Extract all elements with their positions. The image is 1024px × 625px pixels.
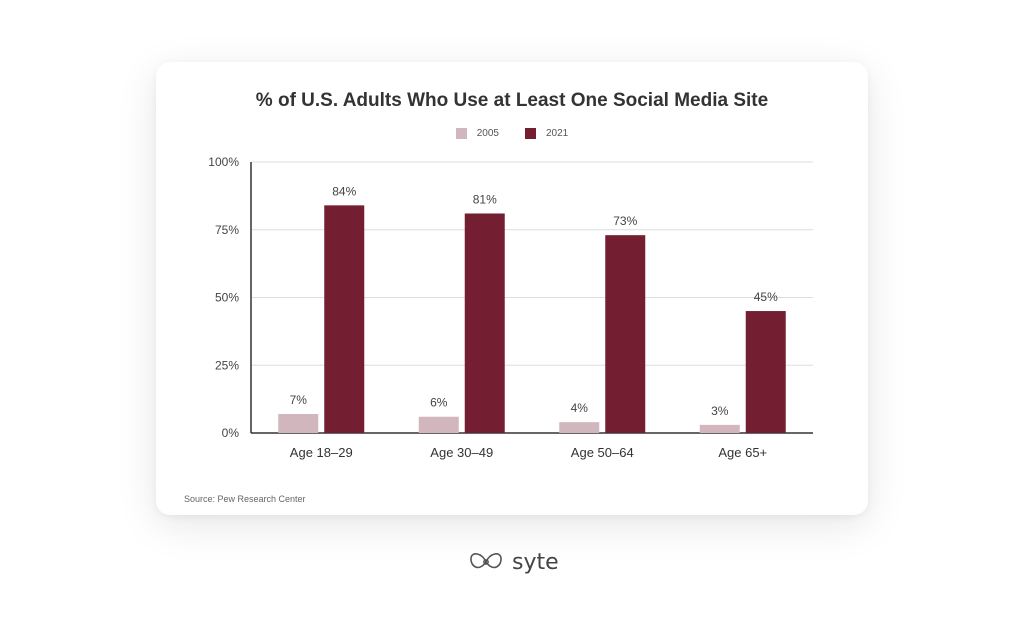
bar-2005-3 <box>699 424 740 433</box>
bar-2021-3 <box>745 311 786 433</box>
chart-legend: 2005 2021 <box>156 128 868 139</box>
y-tick-label: 75% <box>215 223 239 237</box>
legend-label-2005: 2005 <box>476 128 499 139</box>
chart-card: % of U.S. Adults Who Use at Least One So… <box>156 62 868 515</box>
chart-title: % of U.S. Adults Who Use at Least One So… <box>255 90 769 111</box>
data-label-2021-0: 84% <box>332 184 356 198</box>
bar-2021-1 <box>464 213 505 433</box>
legend-swatch-2005 <box>455 128 467 139</box>
x-tick-label: Age 18–29 <box>290 445 353 460</box>
y-tick-label: 50% <box>215 291 239 305</box>
y-tick-label: 0% <box>222 426 240 440</box>
syte-logo-text: syte <box>512 549 559 575</box>
legend-swatch-2021 <box>525 128 536 139</box>
x-tick-label: Age 30–49 <box>430 445 493 460</box>
legend-label-2021: 2021 <box>546 128 569 139</box>
data-label-2021-3: 45% <box>754 290 778 304</box>
data-label-2021-1: 81% <box>473 192 497 206</box>
legend-item-2005: 2005 <box>455 128 499 139</box>
bar-2005-1 <box>418 416 459 433</box>
bar-2021-0 <box>324 205 365 433</box>
data-label-2005-2: 4% <box>571 401 589 415</box>
y-tick-label: 25% <box>215 358 239 372</box>
bar-2021-2 <box>605 235 646 433</box>
legend-item-2021: 2021 <box>525 128 568 139</box>
y-tick-label: 100% <box>208 155 239 169</box>
x-tick-label: Age 65+ <box>718 445 767 460</box>
syte-logo: syte <box>468 546 559 578</box>
syte-logo-icon <box>470 553 502 569</box>
bar-chart-plot: 0% 25% 50% 75% 100% 7% 84% Age 18–29 6% 81% Age 30… <box>208 155 813 460</box>
data-label-2005-1: 6% <box>430 396 448 410</box>
bar-2005-2 <box>559 422 600 433</box>
data-label-2005-0: 7% <box>290 393 308 407</box>
x-tick-label: Age 50–64 <box>571 445 634 460</box>
bar-2005-0 <box>278 414 319 433</box>
source-note: Source: Pew Research Center <box>184 494 306 504</box>
data-label-2005-3: 3% <box>711 404 729 418</box>
data-label-2021-2: 73% <box>613 214 637 228</box>
